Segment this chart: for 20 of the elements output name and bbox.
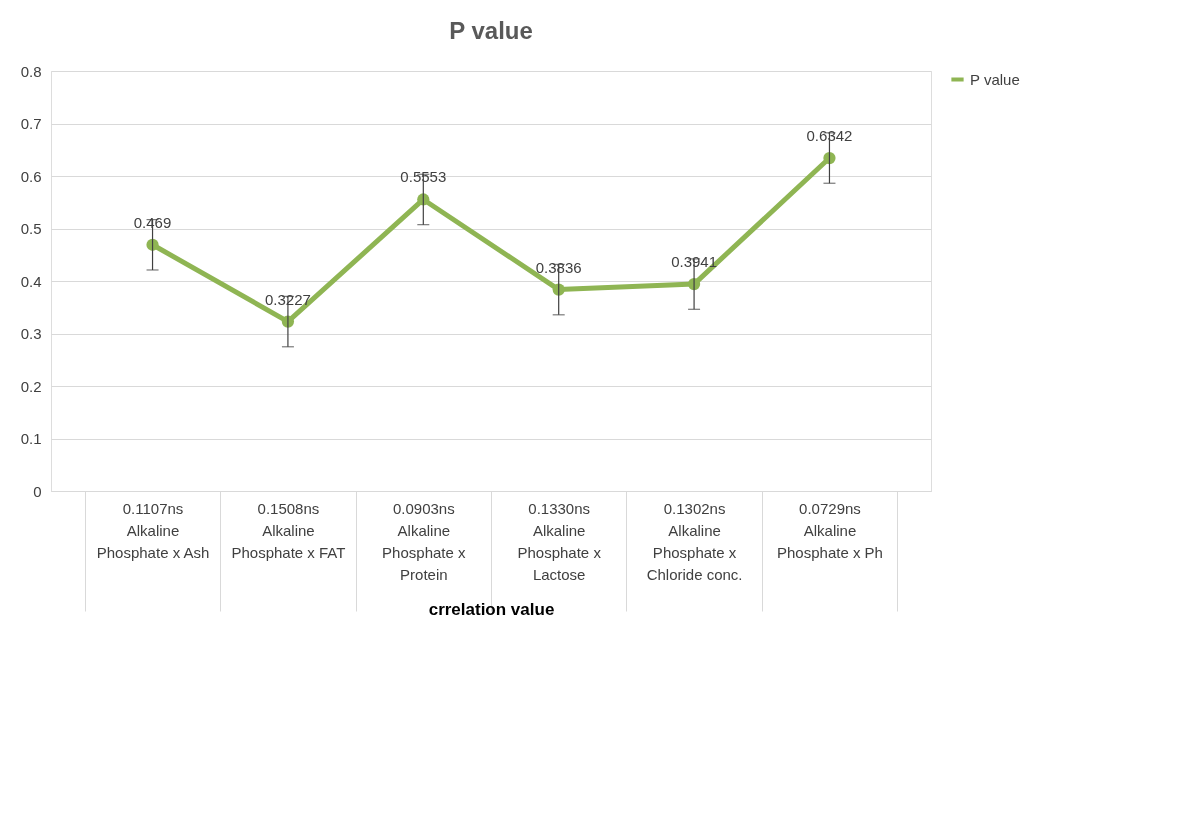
y-tick-label: 0.1	[20, 430, 42, 447]
y-tick-label: 0	[33, 482, 42, 500]
legend-label: P value	[970, 70, 1020, 88]
y-tick-label: 0.4	[20, 272, 42, 290]
y-tick-label: 0.3	[20, 325, 42, 342]
x-tick-label: 0.1508ns Alkaline Phosphate x FAT	[231, 499, 346, 561]
y-tick-label: 0.8	[20, 62, 42, 80]
chart-title: P value	[449, 17, 533, 44]
data-label: 0.3941	[671, 253, 718, 271]
x-tick-label: 0.1302ns Alkaline Phosphate x Chloride conc.	[646, 499, 743, 583]
y-tick-label: 0.6	[20, 167, 42, 185]
data-label: 0.5553	[400, 168, 447, 186]
y-tick-label: 0.2	[20, 377, 42, 395]
x-tick-label: 0.0903ns Alkaline Phosphate x Protein	[382, 499, 466, 583]
x-tick-label: 0.1330ns Alkaline Phosphate x Lactose	[517, 499, 602, 583]
x-axis-title: crrelation value	[428, 600, 555, 619]
y-tick-label: 0.5	[20, 220, 42, 237]
x-tick-label: 0.1107ns Alkaline Phosphate x Ash	[96, 499, 210, 561]
x-tick-label: 0.0729ns Alkaline Phosphate x Ph	[777, 499, 883, 561]
y-tick-label: 0.7	[20, 115, 42, 132]
